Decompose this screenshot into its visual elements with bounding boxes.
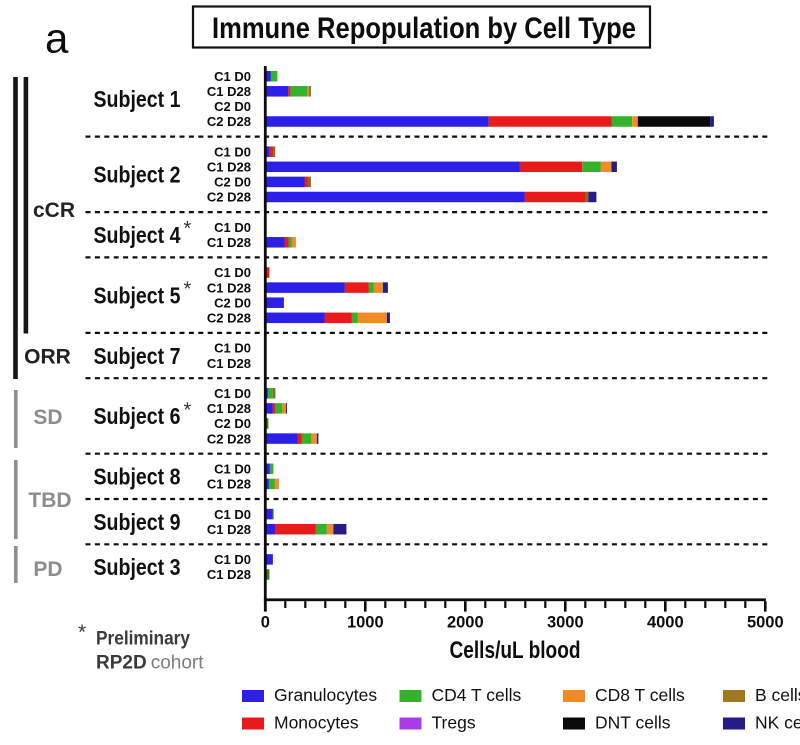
svg-text:*: * [78, 621, 86, 644]
svg-text:C1 D0: C1 D0 [214, 265, 251, 280]
svg-text:Subject 1: Subject 1 [94, 86, 181, 112]
svg-text:C1 D28: C1 D28 [207, 522, 251, 537]
svg-text:C1 D28: C1 D28 [207, 477, 251, 492]
svg-text:cCR: cCR [33, 199, 75, 222]
svg-text:ORR: ORR [24, 346, 71, 369]
svg-text:C1 D28: C1 D28 [207, 84, 251, 99]
svg-text:Cells/uL blood: Cells/uL blood [450, 637, 581, 664]
svg-text:SD: SD [33, 406, 62, 429]
svg-text:a: a [45, 15, 69, 62]
svg-text:Subject 2: Subject 2 [94, 162, 181, 188]
svg-text:CD4 T cells: CD4 T cells [432, 685, 522, 705]
svg-text:DNT cells: DNT cells [595, 713, 671, 733]
svg-text:Subject 7: Subject 7 [94, 343, 181, 369]
svg-text:Subject 9: Subject 9 [94, 509, 181, 535]
svg-text:C1 D28: C1 D28 [207, 280, 251, 295]
svg-text:C2 D28: C2 D28 [207, 311, 251, 326]
svg-text:C1 D0: C1 D0 [214, 552, 251, 567]
svg-text:Granulocytes: Granulocytes [274, 685, 377, 705]
svg-text:B cells: B cells [755, 685, 800, 705]
svg-text:*: * [184, 218, 192, 240]
svg-text:*: * [184, 400, 192, 422]
svg-text:PD: PD [33, 558, 62, 581]
svg-text:Subject 6: Subject 6 [94, 403, 181, 429]
svg-text:C2 D0: C2 D0 [214, 175, 251, 190]
svg-text:Tregs: Tregs [432, 713, 476, 733]
svg-text:C1 D28: C1 D28 [207, 160, 251, 175]
svg-text:C1 D0: C1 D0 [214, 220, 251, 235]
svg-text:Subject 5: Subject 5 [94, 282, 181, 308]
svg-text:Subject 8: Subject 8 [94, 464, 181, 490]
svg-text:NK cells: NK cells [755, 713, 800, 733]
svg-text:1000: 1000 [347, 614, 384, 632]
svg-text:C2 D0: C2 D0 [214, 295, 251, 310]
svg-text:C1 D0: C1 D0 [214, 144, 251, 159]
svg-text:C1 D28: C1 D28 [207, 235, 251, 250]
svg-text:C1 D0: C1 D0 [214, 386, 251, 401]
svg-text:TBD: TBD [28, 489, 71, 512]
svg-text:Subject 3: Subject 3 [94, 554, 181, 580]
svg-text:Preliminary: Preliminary [96, 629, 190, 650]
svg-text:C1 D0: C1 D0 [214, 341, 251, 356]
svg-text:Immune Repopulation by Cell Ty: Immune Repopulation by Cell Type [212, 12, 636, 45]
svg-text:*: * [184, 279, 192, 301]
svg-text:2000: 2000 [447, 614, 484, 632]
svg-text:C1 D0: C1 D0 [214, 462, 251, 477]
svg-text:C2 D28: C2 D28 [207, 431, 251, 446]
svg-text:3000: 3000 [547, 614, 584, 632]
svg-text:C1 D0: C1 D0 [214, 507, 251, 522]
svg-text:C1 D0: C1 D0 [214, 69, 251, 84]
svg-text:CD8 T cells: CD8 T cells [595, 685, 685, 705]
svg-text:C1 D28: C1 D28 [207, 356, 251, 371]
svg-text:4000: 4000 [647, 614, 684, 632]
svg-text:C2 D0: C2 D0 [214, 416, 251, 431]
svg-text:Subject 4: Subject 4 [94, 222, 181, 248]
svg-text:C2 D28: C2 D28 [207, 190, 251, 205]
svg-text:C2 D0: C2 D0 [214, 99, 251, 114]
svg-text:Monocytes: Monocytes [274, 713, 359, 733]
svg-text:5000: 5000 [747, 614, 784, 632]
svg-text:C1 D28: C1 D28 [207, 401, 251, 416]
svg-text:C1 D28: C1 D28 [207, 567, 251, 582]
svg-text:C2 D28: C2 D28 [207, 114, 251, 129]
svg-text:0: 0 [261, 614, 270, 632]
